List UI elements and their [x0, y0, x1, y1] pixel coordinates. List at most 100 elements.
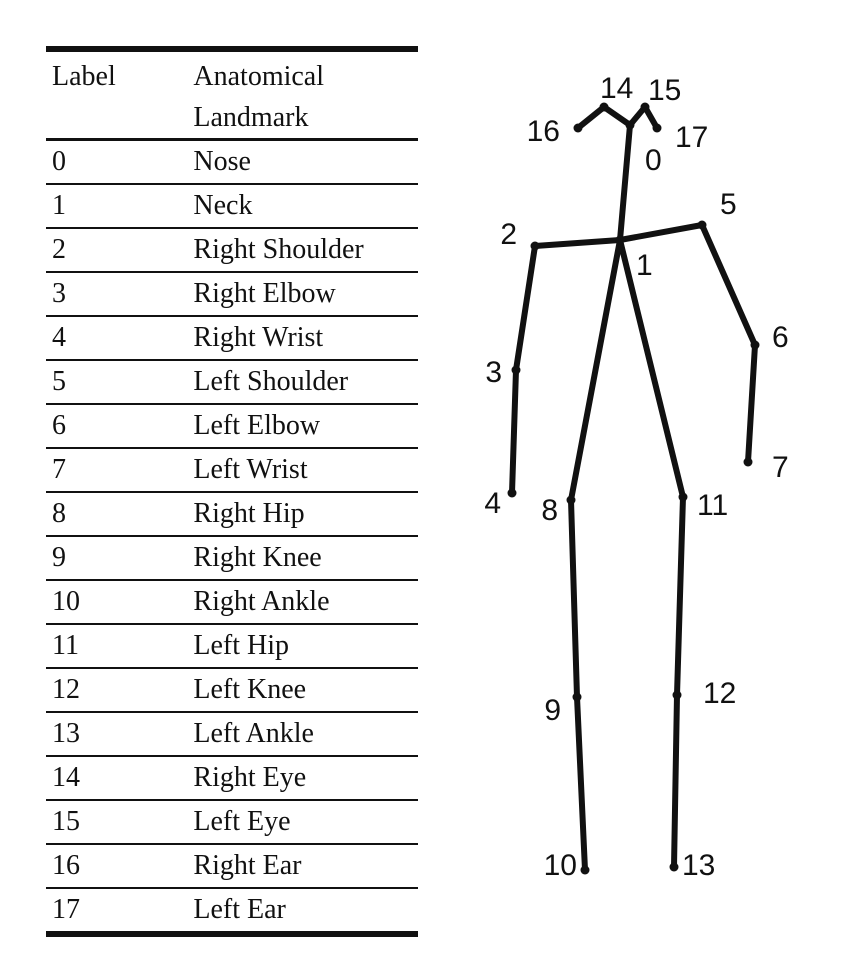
row-landmark: Left Hip: [187, 624, 418, 669]
row-landmark: Nose: [187, 139, 418, 185]
row-label: 0: [46, 139, 188, 185]
row-landmark: Right Shoulder: [187, 228, 418, 273]
row-label: 4: [46, 316, 188, 361]
bone-12-13: [671, 692, 680, 870]
row-landmark: Left Eye: [187, 800, 418, 845]
bone-5-6: [699, 222, 758, 348]
joint-label-12: 12: [703, 677, 736, 710]
bone-11-12: [674, 494, 686, 698]
joint-14: [599, 102, 609, 112]
joint-label-15: 15: [648, 74, 681, 107]
row-label: 15: [46, 800, 188, 845]
joint-11: [678, 492, 688, 502]
table-row: 2 Right Shoulder: [46, 228, 418, 273]
row-label: 3: [46, 272, 188, 317]
joint-label-5: 5: [720, 188, 737, 221]
joint-15: [640, 102, 650, 112]
joint-10: [580, 865, 590, 875]
table-row: 10 Right Ankle: [46, 580, 418, 625]
bone-16-14: [575, 104, 607, 131]
joint-label-10: 10: [544, 849, 577, 882]
row-label: 2: [46, 228, 188, 273]
row-landmark: Right Ankle: [187, 580, 418, 625]
bone-1-11: [617, 237, 686, 500]
row-landmark: Left Elbow: [187, 404, 418, 449]
bone-14-0: [601, 104, 633, 128]
table-row: 8 Right Hip: [46, 492, 418, 537]
row-label: 17: [52, 894, 80, 925]
joint-label-9: 9: [544, 694, 561, 727]
joint-0: [625, 120, 635, 130]
bone-1-8: [568, 237, 623, 503]
joint-2: [530, 241, 540, 251]
table-row: 9 Right Knee: [46, 536, 418, 581]
table-row: 3 Right Elbow: [46, 272, 418, 317]
row-landmark: Neck: [187, 184, 418, 229]
joint-9: [572, 692, 582, 702]
table-row: 6 Left Elbow: [46, 404, 418, 449]
joint-17: [652, 123, 662, 133]
joint-3: [511, 365, 521, 375]
row-label: 8: [46, 492, 188, 537]
row-label: 12: [46, 668, 188, 713]
skeleton-joints: [507, 102, 760, 875]
joint-5: [697, 220, 707, 230]
table-row: 16 Right Ear: [46, 844, 418, 889]
joint-label-7: 7: [772, 451, 789, 484]
joint-4: [507, 488, 517, 498]
row-label: 9: [46, 536, 188, 581]
joint-16: [573, 123, 583, 133]
bone-2-3: [513, 243, 538, 373]
row-landmark: Right Knee: [187, 536, 418, 581]
joint-12: [672, 690, 682, 700]
joint-8: [566, 495, 576, 505]
table-header-row: Label Anatomical Landmark: [46, 49, 418, 141]
header-landmark-line1: Anatomical: [193, 61, 325, 92]
joint-label-4: 4: [484, 487, 501, 520]
joint-1: [615, 235, 625, 245]
row-landmark: Left Shoulder: [187, 360, 418, 405]
table-row: 13 Left Ankle: [46, 712, 418, 757]
skeleton-bones: [509, 104, 758, 873]
row-landmark: Left Knee: [187, 668, 418, 713]
joint-label-1: 1: [636, 249, 653, 282]
table-row: 7 Left Wrist: [46, 448, 418, 493]
table-row: 5 Left Shoulder: [46, 360, 418, 405]
row-landmark: Left Ear: [193, 894, 286, 925]
joint-6: [750, 340, 760, 350]
landmark-table: Label Anatomical Landmark 0 Nose 1 Neck 2 Rig…: [46, 46, 418, 937]
header-landmark-line2: Landmark: [193, 102, 309, 133]
row-landmark: Right Hip: [187, 492, 418, 537]
row-label: 16: [46, 844, 188, 889]
bone-1-5: [617, 222, 705, 243]
row-landmark: Right Eye: [187, 756, 418, 801]
row-landmark: Left Ankle: [187, 712, 418, 757]
table-row: 14 Right Eye: [46, 756, 418, 801]
table-row: 11 Left Hip: [46, 624, 418, 669]
row-label: 10: [46, 580, 188, 625]
table-row: 4 Right Wrist: [46, 316, 418, 361]
bone-8-9: [568, 497, 580, 700]
row-landmark: Right Ear: [187, 844, 418, 889]
joint-label-13: 13: [682, 849, 715, 882]
row-label: 11: [46, 624, 188, 669]
row-label: 1: [46, 184, 188, 229]
joint-label-14: 14: [600, 72, 633, 105]
joint-label-11: 11: [697, 489, 728, 522]
joint-label-6: 6: [772, 321, 789, 354]
row-label: 13: [46, 712, 188, 757]
row-label: 6: [46, 404, 188, 449]
joint-label-3: 3: [485, 356, 502, 389]
table-row: 1 Neck: [46, 184, 418, 229]
header-landmark: Anatomical Landmark: [187, 49, 418, 141]
row-label: 7: [46, 448, 188, 493]
table-body: 0 Nose 1 Neck 2 Right Shoulder 3 Right Elbow 4 Ri…: [46, 139, 418, 935]
row-landmark: Left Wrist: [187, 448, 418, 493]
bone-6-7: [745, 342, 758, 465]
table-row: 17 Left Ear: [46, 888, 418, 934]
table-row: 0 Nose: [46, 139, 418, 185]
row-label: 14: [46, 756, 188, 801]
joint-label-16: 16: [527, 115, 560, 148]
